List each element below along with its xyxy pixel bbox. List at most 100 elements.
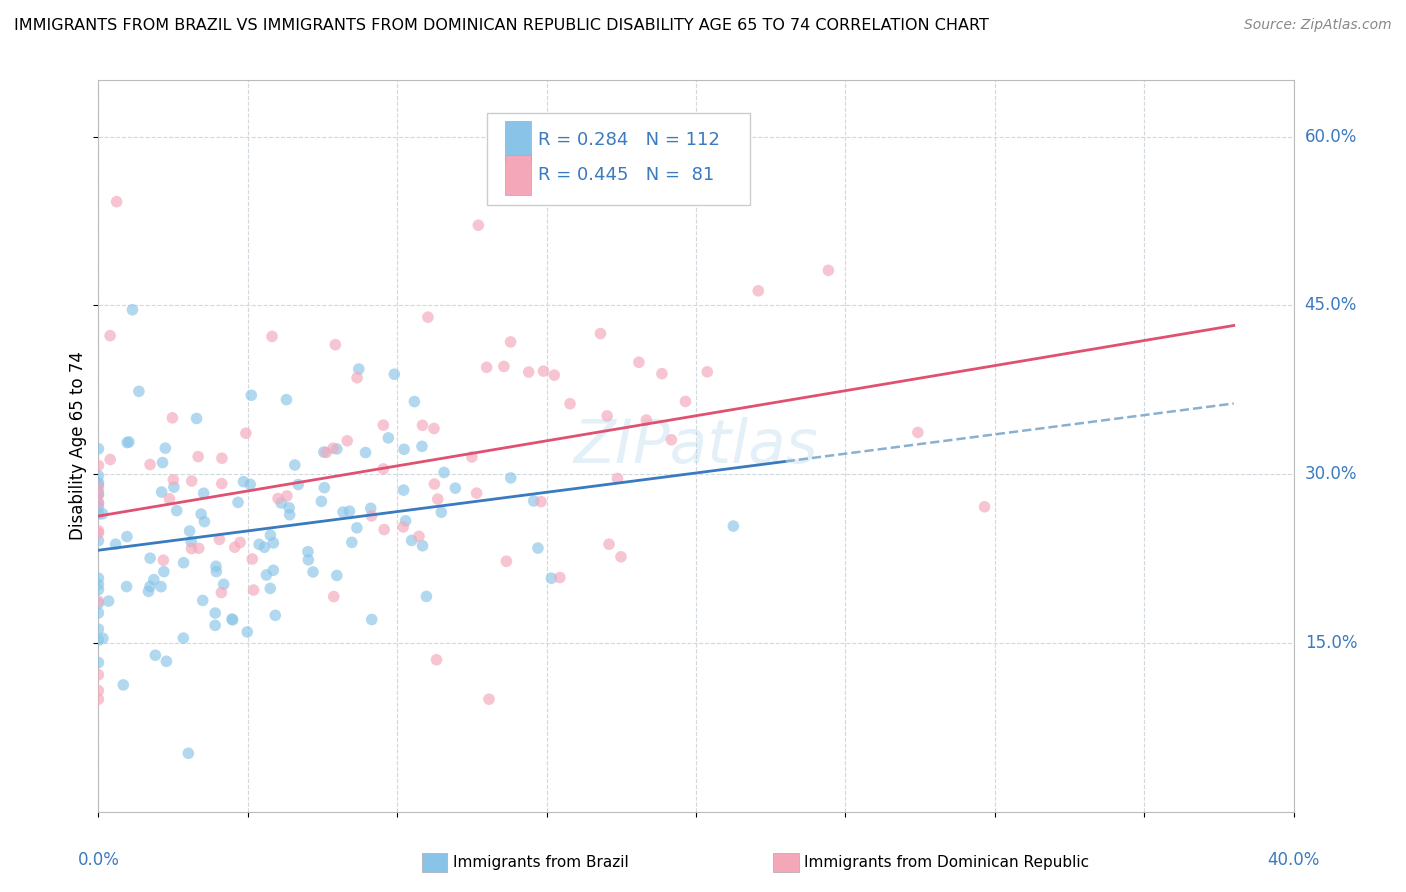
Point	[115, 530, 138, 544]
Point	[143, 648, 166, 663]
Point	[465, 486, 488, 500]
Point	[907, 425, 929, 440]
Point	[270, 496, 292, 510]
Text: 0.0%: 0.0%	[77, 851, 120, 869]
Point	[264, 608, 287, 623]
Point	[91, 632, 114, 646]
Text: Source: ZipAtlas.com: Source: ZipAtlas.com	[1244, 18, 1392, 32]
Point	[416, 310, 439, 325]
Point	[589, 326, 612, 341]
Point	[211, 451, 233, 466]
Point	[433, 466, 456, 480]
Point	[87, 571, 110, 585]
Point	[394, 514, 416, 528]
Point	[208, 533, 231, 547]
Point	[392, 442, 415, 457]
Point	[461, 450, 484, 464]
Point	[180, 474, 202, 488]
Point	[87, 606, 110, 620]
Point	[606, 471, 628, 485]
Point	[401, 533, 423, 548]
Point	[322, 441, 344, 455]
Point	[377, 431, 399, 445]
Point	[98, 328, 121, 343]
Point	[204, 618, 226, 632]
Point	[166, 503, 188, 517]
Point	[121, 302, 143, 317]
Point	[332, 505, 354, 519]
Point	[235, 426, 257, 441]
Point	[180, 541, 202, 556]
Text: Immigrants from Dominican Republic: Immigrants from Dominican Republic	[804, 855, 1090, 870]
Point	[259, 528, 281, 542]
Point	[312, 445, 335, 459]
Point	[139, 580, 162, 594]
Point	[152, 553, 174, 567]
Point	[425, 653, 447, 667]
Point	[87, 496, 110, 510]
Point	[262, 536, 284, 550]
Point	[236, 624, 259, 639]
Point	[548, 570, 571, 584]
Point	[190, 507, 212, 521]
Point	[226, 495, 249, 509]
Point	[87, 577, 110, 591]
FancyBboxPatch shape	[486, 113, 749, 204]
Point	[278, 500, 301, 515]
Point	[392, 520, 415, 534]
Point	[162, 473, 184, 487]
Point	[224, 540, 246, 554]
Point	[297, 553, 319, 567]
Text: 60.0%: 60.0%	[1305, 128, 1357, 145]
Point	[87, 468, 110, 483]
Point	[91, 507, 114, 521]
Point	[636, 413, 658, 427]
Point	[155, 441, 177, 455]
Point	[430, 505, 453, 519]
Point	[340, 535, 363, 549]
Point	[118, 434, 141, 449]
Point	[276, 489, 298, 503]
Point	[186, 411, 208, 425]
Point	[817, 263, 839, 277]
Point	[98, 452, 121, 467]
Point	[346, 370, 368, 384]
Point	[346, 521, 368, 535]
Point	[444, 481, 467, 495]
Point	[596, 409, 619, 423]
Point	[325, 337, 347, 351]
Text: 45.0%: 45.0%	[1305, 296, 1357, 314]
Text: IMMIGRANTS FROM BRAZIL VS IMMIGRANTS FROM DOMINICAN REPUBLIC DISABILITY AGE 65 T: IMMIGRANTS FROM BRAZIL VS IMMIGRANTS FRO…	[14, 18, 988, 33]
Point	[533, 364, 555, 378]
Point	[173, 556, 195, 570]
Point	[661, 433, 683, 447]
Point	[675, 394, 697, 409]
Point	[747, 284, 769, 298]
Point	[105, 194, 128, 209]
Point	[153, 565, 176, 579]
Point	[382, 368, 405, 382]
Point	[627, 355, 650, 369]
Point	[163, 480, 186, 494]
Point	[187, 450, 209, 464]
Point	[278, 508, 301, 522]
Point	[87, 475, 110, 490]
Point	[254, 568, 277, 582]
Point	[314, 481, 336, 495]
Point	[115, 435, 138, 450]
Point	[115, 580, 138, 594]
Point	[142, 573, 165, 587]
Bar	[505, 120, 531, 161]
Point	[311, 494, 333, 508]
Point	[177, 746, 200, 760]
Point	[150, 580, 173, 594]
Point	[159, 491, 181, 506]
Point	[139, 458, 162, 472]
Point	[180, 534, 202, 549]
Text: Immigrants from Brazil: Immigrants from Brazil	[453, 855, 628, 870]
Text: 15.0%: 15.0%	[1305, 634, 1357, 652]
Point	[467, 219, 489, 233]
Point	[499, 334, 522, 349]
Bar	[505, 155, 531, 195]
Text: 30.0%: 30.0%	[1305, 465, 1357, 483]
